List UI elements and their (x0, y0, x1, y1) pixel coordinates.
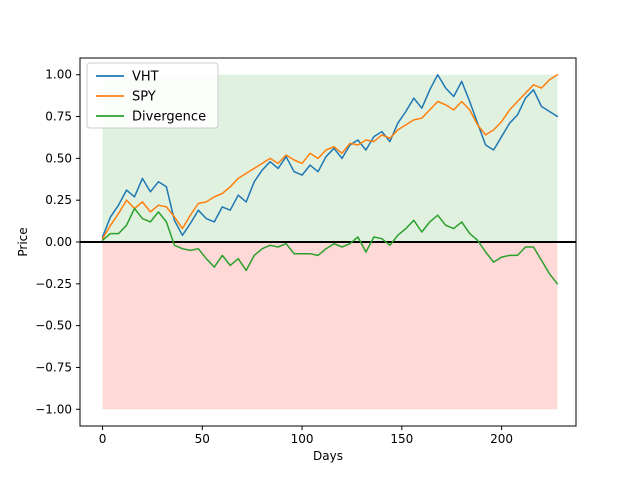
legend: VHT SPY Divergence (86, 62, 219, 129)
legend-label: Divergence (132, 110, 206, 125)
y-tick-label: 0.50 (45, 151, 72, 165)
y-axis-label: Price (16, 227, 30, 256)
y-tick-label: 0.00 (45, 235, 72, 249)
series-line-spy (101, 73, 559, 240)
legend-label: SPY (132, 90, 156, 105)
series-line-vht (101, 73, 559, 238)
y-tick-label: −1.00 (35, 402, 72, 416)
x-axis-label: Days (313, 449, 343, 463)
x-tick-label: 50 (195, 432, 210, 446)
x-tick-label: 200 (490, 432, 513, 446)
y-tick-label: 0.75 (45, 110, 72, 124)
y-tick-label: −0.75 (35, 360, 72, 374)
y-tick-label: 1.00 (45, 68, 72, 82)
series-line-divergence (101, 207, 559, 285)
y-tick-label: −0.25 (35, 277, 72, 291)
negative-region-fill (102, 242, 558, 410)
legend-box (86, 62, 219, 129)
y-tick-label: −0.50 (35, 319, 72, 333)
y-tick-label: 0.25 (45, 193, 72, 207)
x-tick-label: 150 (390, 432, 413, 446)
legend-label: VHT (132, 70, 159, 85)
x-tick-label: 100 (291, 432, 314, 446)
x-tick-label: 0 (99, 432, 107, 446)
